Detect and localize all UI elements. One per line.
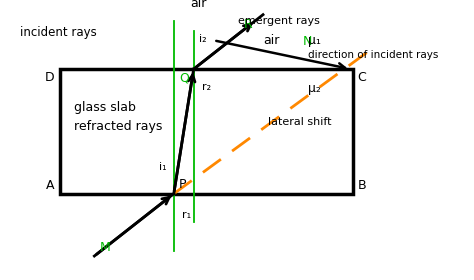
Text: A: A bbox=[46, 179, 55, 192]
Text: P: P bbox=[179, 178, 186, 191]
Text: Q: Q bbox=[179, 72, 189, 85]
Text: C: C bbox=[357, 71, 366, 84]
Text: B: B bbox=[357, 179, 366, 192]
Text: μ₂: μ₂ bbox=[308, 82, 321, 95]
Text: lateral shift: lateral shift bbox=[268, 117, 332, 127]
Text: D: D bbox=[45, 71, 55, 84]
Text: i₂: i₂ bbox=[199, 34, 206, 44]
Text: air: air bbox=[263, 34, 280, 47]
Text: M: M bbox=[100, 241, 110, 254]
Text: R: R bbox=[244, 18, 253, 31]
Text: incident rays: incident rays bbox=[20, 26, 97, 39]
Text: i₁: i₁ bbox=[159, 162, 166, 172]
Text: glass slab: glass slab bbox=[74, 101, 137, 114]
Text: r₂: r₂ bbox=[201, 82, 211, 92]
Text: refracted rays: refracted rays bbox=[74, 120, 163, 133]
Text: direction of incident rays: direction of incident rays bbox=[308, 50, 438, 60]
Text: N: N bbox=[303, 34, 312, 48]
Text: r₁: r₁ bbox=[182, 210, 191, 220]
Text: μ₁: μ₁ bbox=[308, 34, 321, 47]
Bar bbox=[60, 69, 353, 194]
Text: air: air bbox=[191, 0, 207, 10]
Text: emergent rays: emergent rays bbox=[238, 16, 320, 26]
